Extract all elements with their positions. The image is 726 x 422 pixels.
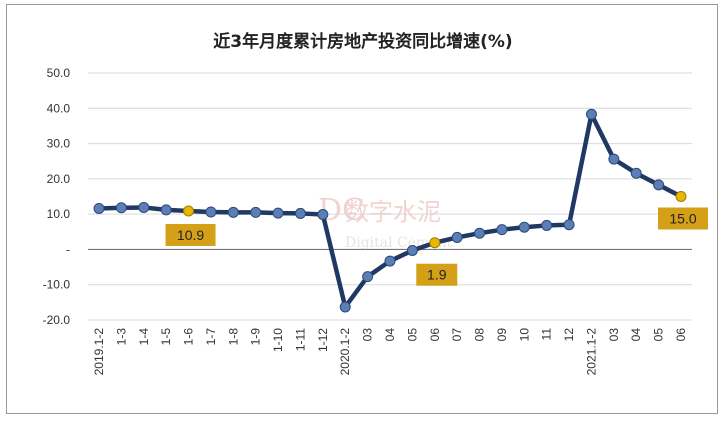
x-tick-label: 06 bbox=[428, 328, 442, 342]
y-tick-label: -20.0 bbox=[43, 313, 71, 327]
data-point bbox=[227, 206, 239, 218]
data-point bbox=[653, 179, 665, 191]
data-point bbox=[585, 108, 597, 120]
x-tick-label: 11 bbox=[540, 328, 554, 341]
y-tick-label: - bbox=[66, 242, 70, 256]
x-tick-label: 05 bbox=[652, 328, 666, 342]
callout-box bbox=[416, 263, 458, 286]
data-point bbox=[160, 204, 172, 216]
data-point bbox=[93, 202, 105, 214]
x-tick-label: 04 bbox=[383, 328, 397, 342]
callout-box bbox=[658, 207, 708, 230]
x-tick-label: 2020.1-2 bbox=[338, 328, 352, 376]
x-tick-label: 04 bbox=[629, 328, 643, 342]
data-point bbox=[563, 219, 575, 231]
y-tick-label: 40.0 bbox=[47, 101, 71, 115]
x-tick-label: 03 bbox=[361, 328, 375, 342]
data-point bbox=[630, 167, 642, 179]
data-point bbox=[406, 244, 418, 256]
y-tick-label: 50.0 bbox=[47, 66, 71, 80]
x-tick-label: 07 bbox=[450, 328, 464, 342]
x-tick-label: 10 bbox=[517, 328, 531, 342]
watermark-text: 数字水泥 bbox=[345, 198, 441, 226]
x-tick-label: 1-7 bbox=[204, 328, 218, 346]
x-tick-label: 1-6 bbox=[182, 328, 196, 346]
y-tick-label: 10.0 bbox=[47, 207, 71, 221]
data-point bbox=[272, 207, 284, 219]
data-point bbox=[115, 202, 127, 214]
data-point bbox=[474, 227, 486, 239]
chart-title: 近3年月度累计房地产投资同比增速(%) bbox=[213, 32, 513, 52]
x-tick-label: 1-11 bbox=[293, 328, 307, 351]
data-point bbox=[541, 219, 553, 231]
data-point bbox=[451, 231, 463, 243]
highlight-point bbox=[675, 191, 687, 202]
callout-label: 10.9 bbox=[177, 227, 204, 243]
y-tick-label: 20.0 bbox=[47, 172, 71, 186]
x-tick-label: 1-5 bbox=[159, 328, 173, 346]
x-tick-label: 1-12 bbox=[316, 328, 330, 352]
x-tick-label: 1-10 bbox=[271, 328, 285, 352]
data-point bbox=[138, 201, 150, 213]
x-tick-label: 05 bbox=[405, 328, 419, 342]
data-point bbox=[339, 301, 351, 313]
data-point bbox=[294, 207, 306, 219]
x-tick-label: 09 bbox=[495, 328, 509, 342]
highlight-point bbox=[429, 237, 441, 249]
data-point bbox=[317, 208, 329, 220]
x-tick-label: 12 bbox=[562, 328, 576, 342]
x-tick-label: 1-4 bbox=[137, 328, 151, 346]
x-tick-label: 08 bbox=[473, 328, 487, 342]
callout-label: 1.9 bbox=[427, 267, 447, 283]
x-tick-label: 2021.1-2 bbox=[584, 328, 598, 376]
data-point bbox=[384, 255, 396, 267]
x-tick-label: 06 bbox=[674, 328, 688, 342]
callout-box bbox=[165, 223, 216, 246]
data-point bbox=[518, 221, 530, 233]
highlight-point bbox=[183, 205, 195, 217]
y-tick-label: -10.0 bbox=[43, 278, 71, 292]
x-tick-label: 2019.1-2 bbox=[92, 328, 106, 376]
x-tick-label: 1-9 bbox=[249, 328, 263, 346]
data-point bbox=[608, 153, 620, 165]
y-tick-label: 30.0 bbox=[47, 137, 71, 151]
x-tick-label: 03 bbox=[607, 328, 621, 342]
callout-label: 15.0 bbox=[669, 211, 696, 227]
data-point bbox=[362, 271, 374, 283]
data-point bbox=[205, 206, 217, 218]
x-tick-label: 1-3 bbox=[114, 328, 128, 346]
data-point bbox=[496, 224, 508, 236]
x-tick-label: 1-8 bbox=[226, 328, 240, 346]
data-point bbox=[250, 206, 262, 218]
